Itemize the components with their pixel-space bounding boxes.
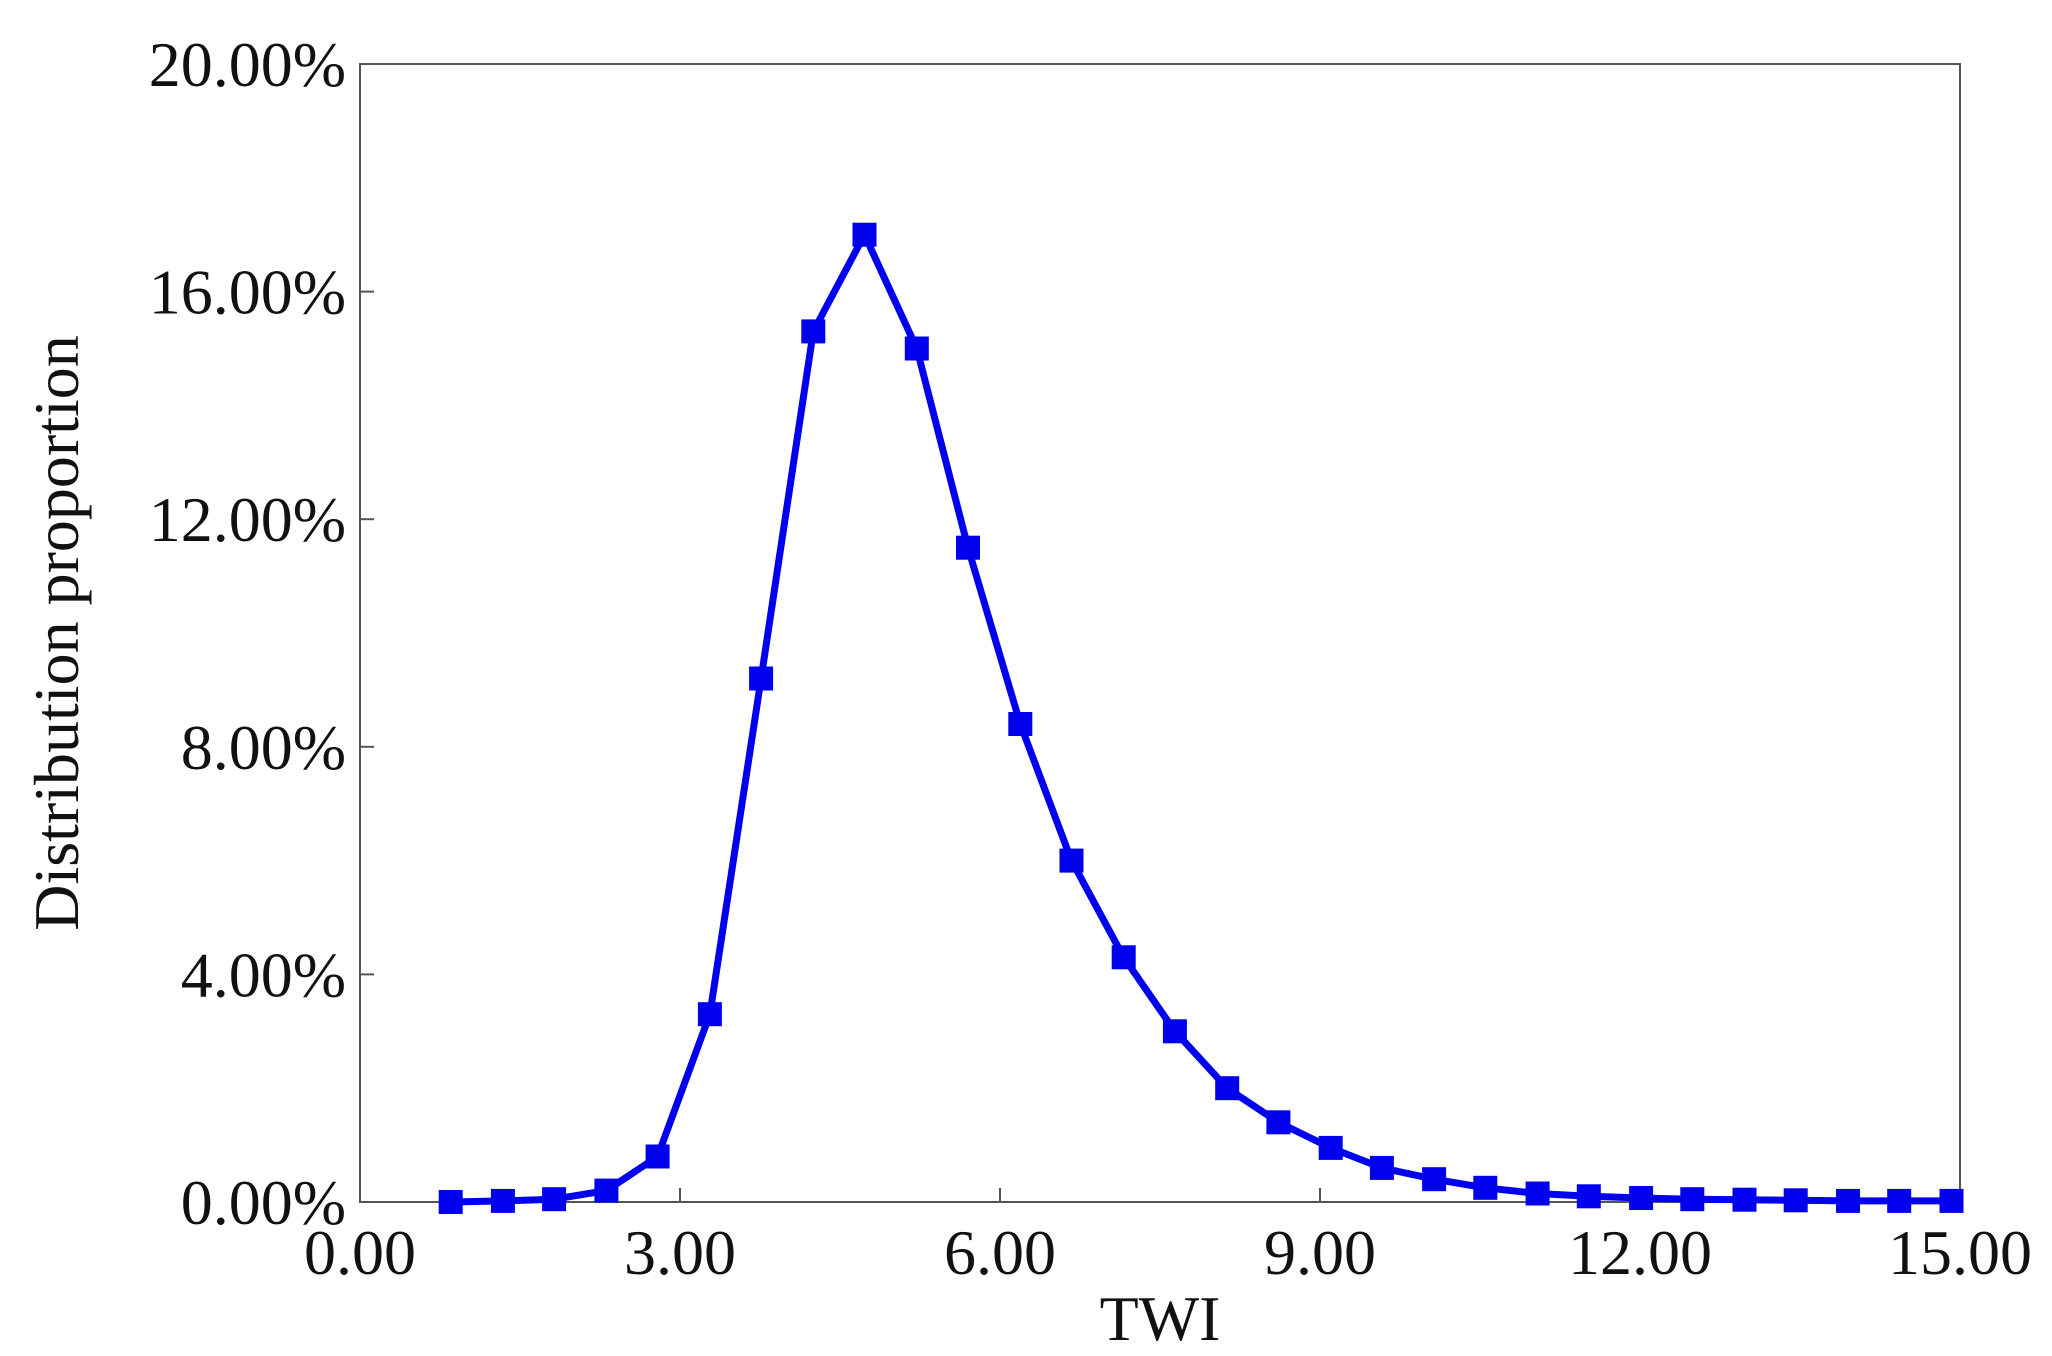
data-point-marker [1422, 1167, 1447, 1192]
data-point-marker [1939, 1188, 1964, 1213]
x-tick-label: 12.00 [1568, 1217, 1712, 1288]
y-tick-label: 0.00% [181, 1167, 346, 1238]
data-point-marker [1576, 1184, 1601, 1209]
x-tick-label: 15.00 [1888, 1217, 2032, 1288]
y-tick-label: 8.00% [181, 712, 346, 783]
data-point-marker [542, 1187, 567, 1212]
data-point-marker [1318, 1135, 1343, 1160]
y-tick-label: 16.00% [149, 257, 346, 328]
y-tick-label: 12.00% [149, 484, 346, 555]
x-tick-label: 6.00 [944, 1217, 1056, 1288]
series-markers [438, 222, 1964, 1214]
data-point-marker [1732, 1187, 1757, 1212]
data-point-marker [490, 1188, 515, 1213]
data-point-marker [645, 1144, 670, 1169]
x-tick-label: 9.00 [1264, 1217, 1376, 1288]
data-point-marker [904, 336, 929, 361]
data-point-marker [1369, 1155, 1394, 1180]
data-point-marker [1680, 1187, 1705, 1212]
data-point-marker [438, 1190, 463, 1214]
data-point-marker [956, 535, 980, 560]
data-point-marker [1059, 848, 1084, 873]
data-point-marker [1629, 1186, 1654, 1210]
data-point-marker [801, 319, 826, 344]
x-axis-title: TWI [1100, 1283, 1221, 1354]
y-tick-label: 20.00% [149, 29, 346, 100]
data-point-marker [1473, 1175, 1498, 1200]
data-point-marker [1111, 945, 1136, 970]
x-tick-label: 0.00 [304, 1217, 416, 1288]
data-point-marker [1887, 1188, 1912, 1213]
data-point-marker [1783, 1188, 1808, 1213]
y-axis-title: Distribution proportion [21, 335, 92, 931]
data-point-marker [1215, 1076, 1240, 1101]
y-tick-label: 4.00% [181, 939, 346, 1010]
data-point-marker [594, 1178, 619, 1203]
data-point-marker [1266, 1110, 1291, 1135]
series-line [447, 231, 1955, 1206]
data-point-marker [1008, 712, 1033, 736]
x-tick-label: 3.00 [624, 1217, 736, 1288]
data-point-marker [852, 222, 877, 247]
data-point-marker [697, 1002, 722, 1027]
plot-area-frame [359, 63, 1961, 1203]
x-axis: 0.00 3.00 6.00 9.00 12.00 15.00 [304, 1188, 2032, 1288]
data-point-marker [1836, 1188, 1860, 1213]
data-point-marker [1162, 1019, 1187, 1044]
data-point-marker [1525, 1181, 1550, 1206]
data-point-marker [749, 666, 774, 691]
y-axis: 0.00% 4.00% 8.00% 12.00% 16.00% 20.00% [149, 29, 374, 1238]
